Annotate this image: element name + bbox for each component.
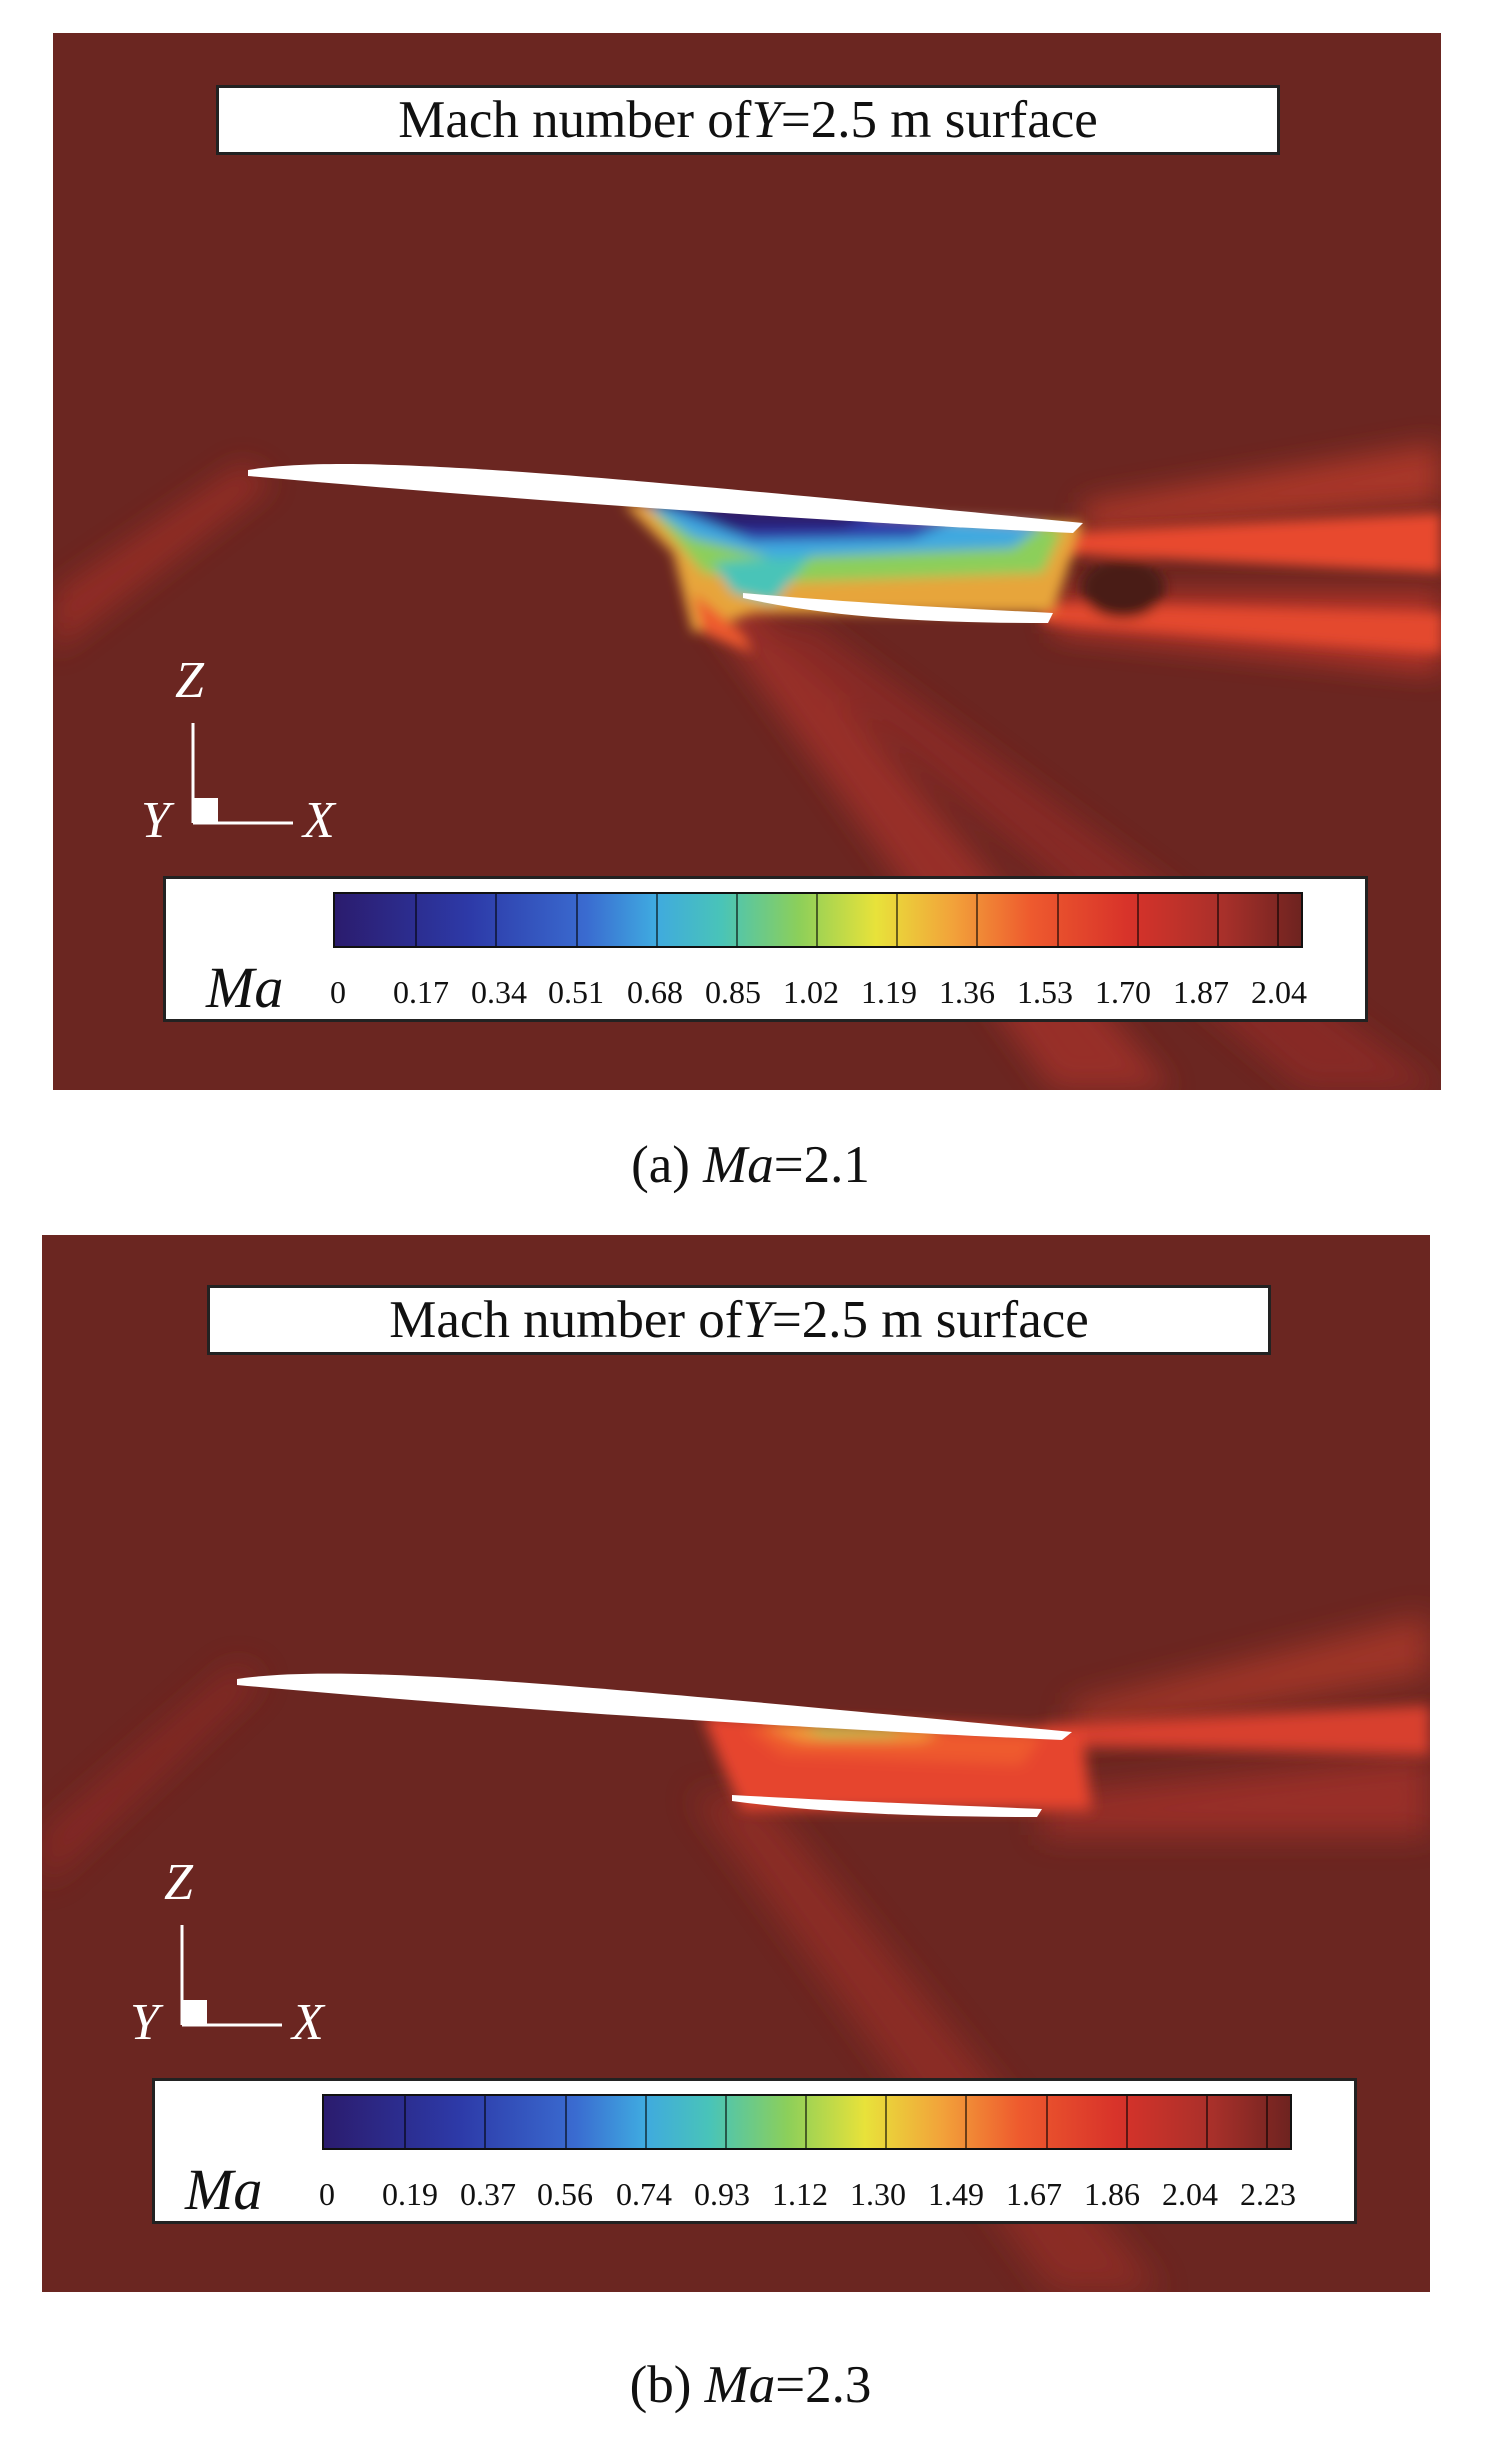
colorbar-tick: 0.51	[548, 974, 604, 1010]
contour-panel-a: Mach number of Y =2.5 m surface Z Y X Ma …	[53, 33, 1441, 1090]
colorbar-tick: 0	[319, 2176, 335, 2212]
colorbar-tick: 1.70	[1095, 974, 1151, 1010]
caption-a: (a) Ma=2.1	[0, 1135, 1501, 1195]
caption-suffix: =2.1	[773, 1136, 870, 1194]
caption-variable: Ma	[704, 2356, 776, 2414]
colorbar-tick: 0.56	[537, 2176, 593, 2212]
colorbar-tick: 2.04	[1162, 2176, 1218, 2212]
mach-contour-field-a	[53, 33, 1441, 1090]
colorbar-tick: 0.19	[382, 2176, 438, 2212]
colorbar-tick: 1.36	[939, 974, 995, 1010]
title-prefix: Mach number of	[389, 1291, 743, 1349]
colorbar-tick: 0.93	[694, 2176, 750, 2212]
contour-panel-b: Mach number of Y =2.5 m surface Z Y X Ma …	[42, 1235, 1430, 2292]
colorbar-tick: 0.34	[471, 974, 527, 1010]
caption-variable: Ma	[703, 1136, 774, 1194]
colorbar-tick: 0.17	[393, 974, 449, 1010]
colorbar-tick: 0.85	[705, 974, 761, 1010]
colorbar-tick: 2.04	[1251, 974, 1307, 1010]
colorbar-tick: 0	[330, 974, 346, 1010]
colorbar-tick: 0.68	[627, 974, 683, 1010]
colorbar-a	[333, 892, 1303, 948]
axis-label-x: X	[292, 1994, 324, 2051]
colorbar-tick: 2.23	[1240, 2176, 1296, 2212]
colorbar-tick: 1.19	[861, 974, 917, 1010]
colorbar-tick: 0.74	[616, 2176, 672, 2212]
caption-b: (b) Ma=2.3	[0, 2355, 1501, 2415]
title-suffix: =2.5 m surface	[780, 91, 1098, 149]
contour-title-a: Mach number of Y =2.5 m surface	[216, 85, 1280, 155]
axis-label-x: X	[303, 792, 335, 849]
axis-label-y: Y	[130, 1994, 159, 2051]
colorbar-tick: 1.86	[1084, 2176, 1140, 2212]
title-prefix: Mach number of	[398, 91, 752, 149]
caption-suffix: =2.3	[775, 2356, 872, 2414]
colorbar-tick: 1.02	[783, 974, 839, 1010]
title-variable: Y	[751, 91, 781, 149]
caption-prefix: (a)	[631, 1136, 704, 1194]
title-variable: Y	[742, 1291, 772, 1349]
colorbar-legend-b: Ma 0 0.19 0.37 0.56 0.74 0.93 1.12 1.30 …	[152, 2078, 1357, 2224]
colorbar-tick: 1.49	[928, 2176, 984, 2212]
title-suffix: =2.5 m surface	[771, 1291, 1089, 1349]
axis-label-y: Y	[141, 792, 170, 849]
colorbar-tick: 1.12	[772, 2176, 828, 2212]
axis-label-z: Z	[164, 1854, 193, 1911]
colorbar-legend-a: Ma 0 0.17 0.34 0.51 0.68 0.85 1.02 1.19 …	[163, 876, 1368, 1022]
colorbar-tick: 1.30	[850, 2176, 906, 2212]
contour-title-b: Mach number of Y =2.5 m surface	[207, 1285, 1271, 1355]
colorbar-b	[322, 2094, 1292, 2150]
axis-label-z: Z	[175, 652, 204, 709]
colorbar-tick: 1.87	[1173, 974, 1229, 1010]
caption-prefix: (b)	[629, 2356, 705, 2414]
colorbar-tick: 1.67	[1006, 2176, 1062, 2212]
colorbar-tick: 0.37	[460, 2176, 516, 2212]
colorbar-tick: 1.53	[1017, 974, 1073, 1010]
colorbar-label: Ma	[185, 2157, 263, 2222]
colorbar-label: Ma	[206, 955, 284, 1020]
